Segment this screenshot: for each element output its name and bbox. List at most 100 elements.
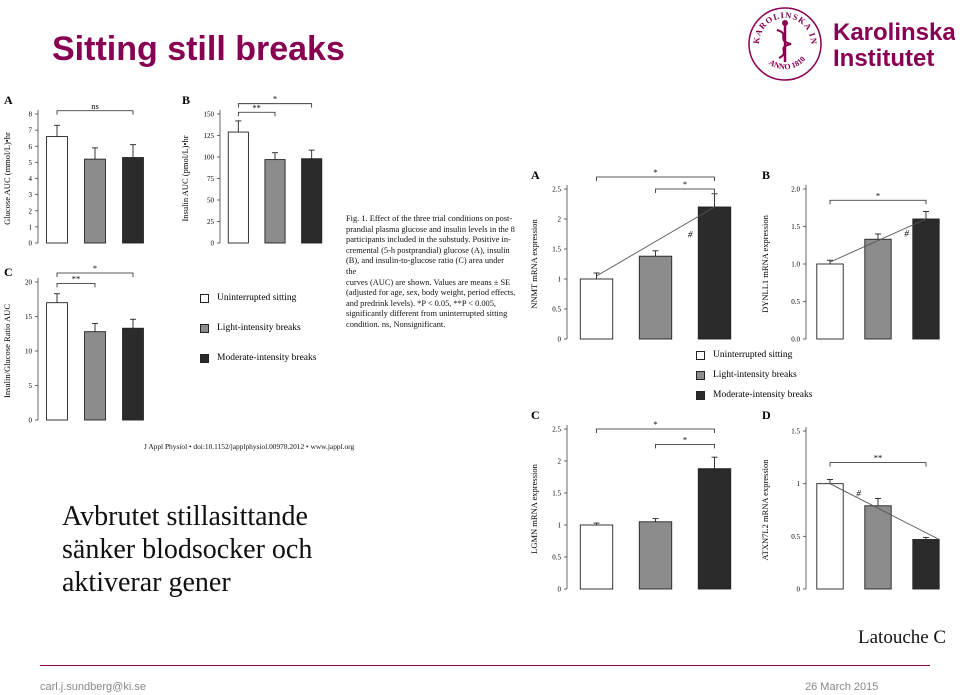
- seal-icon: KAROLINSKA INSTITUTET ANNO 1810: [745, 4, 822, 81]
- significance-label: **: [874, 453, 883, 463]
- bar: [122, 327, 144, 421]
- y-tick-label: 0.0: [791, 336, 800, 344]
- y-tick-label: 7: [29, 127, 33, 135]
- bar: [84, 158, 106, 244]
- legend-swatch-dark: [696, 390, 705, 400]
- legend-left: Uninterrupted sitting Light-intensity br…: [200, 293, 360, 373]
- nnmt-expression-chart: A NNMT mRNA expression 0 0.5 1 1.5 2 2.5 # * *: [529, 167, 732, 344]
- bar: [864, 505, 892, 590]
- y-axis-label: Glucose AUC (mmol/L)•hr: [2, 132, 12, 225]
- y-tick-label: 1.5: [552, 246, 561, 254]
- y-axis-label: DYNLL1 mRNA expression: [760, 214, 770, 312]
- karolinska-logo: KAROLINSKA INSTITUTET ANNO 1810 Karolins…: [745, 4, 955, 81]
- bar: [816, 483, 844, 590]
- y-tick-label: 6: [29, 143, 33, 151]
- summary-text: Avbrutet stillasittande sänker blodsocke…: [62, 500, 402, 599]
- y-tick-label: 10: [25, 348, 33, 356]
- y-tick-label: 20: [25, 279, 33, 287]
- y-tick-label: 0: [211, 240, 215, 248]
- y-axis-label: Insulin/Glucose Ratio AUC: [2, 304, 12, 398]
- legend-item: Light-intensity breaks: [696, 370, 797, 380]
- summary-line: aktiverar gener: [62, 567, 231, 598]
- legend-item: Light-intensity breaks: [200, 323, 301, 333]
- legend-label: Uninterrupted sitting: [217, 293, 297, 303]
- y-tick-label: 4: [29, 175, 33, 183]
- y-tick-label: 100: [204, 154, 215, 162]
- trend-marker: #: [856, 489, 861, 499]
- legend-label: Moderate-intensity breaks: [217, 353, 317, 363]
- significance-bracket: [56, 110, 134, 115]
- legend-item: Uninterrupted sitting: [696, 350, 792, 360]
- bar: [46, 136, 68, 244]
- y-tick-label: 0: [558, 586, 562, 594]
- caption-line: prandial plasma glucose and insulin leve…: [346, 224, 515, 234]
- significance-label: *: [93, 263, 97, 273]
- y-tick-label: 15: [25, 313, 33, 321]
- caption-line: participants included in the substudy. P…: [346, 235, 511, 245]
- legend-swatch-gray: [200, 323, 209, 333]
- significance-bracket: [596, 428, 715, 433]
- y-tick-label: 2.0: [791, 186, 800, 194]
- glucose-auc-chart: A Glucose AUC (mmol/L)•hr 0 1 2 3 4 5 6 7 8 ns: [2, 93, 144, 248]
- y-tick-label: 2.5: [552, 426, 561, 434]
- slide-title: Sitting still breaks: [52, 30, 345, 68]
- trend-line: [829, 218, 927, 263]
- legend-swatch-gray: [696, 370, 705, 380]
- y-tick-label: 50: [207, 197, 215, 205]
- legend-label: Moderate-intensity breaks: [713, 390, 813, 400]
- y-tick-label: 2: [558, 216, 562, 224]
- dynll1-expression-chart: B DYNLL1 mRNA expression 0.0 0.5 1.0 1.5 2.0 # *: [760, 168, 940, 344]
- significance-label: *: [683, 179, 687, 189]
- panel-label: C: [4, 265, 13, 279]
- y-tick-label: 2: [558, 458, 562, 466]
- y-axis-label: ATXN7L2 mRNA expression: [760, 459, 770, 561]
- significance-label: *: [876, 190, 880, 200]
- bar: [227, 131, 249, 244]
- y-tick-label: 0: [558, 336, 562, 344]
- y-tick-label: 150: [204, 111, 215, 119]
- significance-bracket: [829, 462, 927, 467]
- legend-swatch-white: [696, 350, 705, 360]
- significance-bracket: [829, 199, 927, 205]
- significance-bracket: [655, 443, 715, 449]
- figure-caption: Fig. 1. Effect of the three trial condit…: [346, 214, 516, 331]
- y-tick-label: 1.5: [791, 428, 800, 436]
- trend-line: [829, 483, 940, 540]
- y-tick-label: 0: [29, 240, 33, 248]
- panel-label: B: [182, 93, 190, 107]
- significance-bracket: [237, 103, 313, 108]
- significance-label: **: [72, 273, 81, 283]
- bar: [301, 158, 323, 244]
- y-tick-label: 8: [29, 111, 33, 119]
- significance-label: *: [273, 94, 277, 104]
- logo-name-line1: Karolinska: [833, 19, 955, 46]
- y-tick-label: 2: [29, 207, 33, 215]
- bar: [697, 468, 732, 590]
- significance-label: *: [683, 434, 687, 444]
- panel-label: C: [531, 408, 540, 422]
- bar: [864, 238, 892, 340]
- trend-marker: #: [904, 229, 909, 239]
- caption-line: and predrink levels). *P < 0.05, **P < 0…: [346, 298, 497, 308]
- y-tick-label: 0.5: [552, 306, 561, 314]
- bar: [638, 521, 673, 590]
- y-tick-label: 0.5: [552, 554, 561, 562]
- y-tick-label: 1: [29, 223, 33, 231]
- caption-line: condition. ns, Nonsignificant.: [346, 319, 446, 329]
- lgmn-expression-chart: C LGMN mRNA expression 0 0.5 1 1.5 2 2.5 * *: [529, 408, 732, 594]
- bar: [579, 278, 614, 340]
- y-tick-label: 25: [207, 218, 215, 226]
- caption-line: cremental (5-h postprandial) glucose (A)…: [346, 245, 510, 255]
- legend-right: Uninterrupted sitting Light-intensity br…: [696, 350, 896, 410]
- significance-bracket: [56, 282, 96, 288]
- footer-divider: [40, 665, 930, 666]
- panel-label: A: [4, 93, 13, 107]
- bar: [122, 157, 144, 244]
- y-axis-label: NNMT mRNA expression: [529, 218, 539, 308]
- footer-email: carl.j.sundberg@ki.se: [40, 681, 146, 693]
- y-tick-label: 1: [558, 522, 562, 530]
- bar: [912, 218, 940, 340]
- significance-bracket: [596, 176, 715, 181]
- insulin-auc-chart: B Insulin AUC (pmol/L)•hr 0 25 50 75 100 125 150…: [180, 93, 323, 248]
- bar: [697, 206, 732, 340]
